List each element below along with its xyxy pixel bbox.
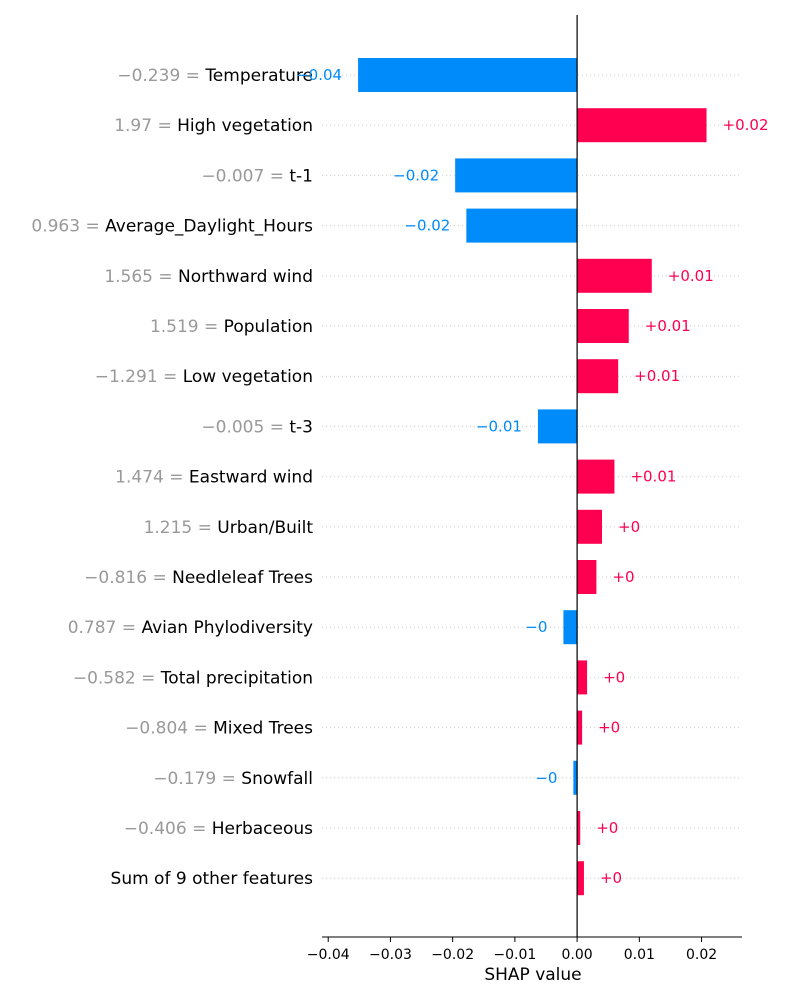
feature-label: 1.519 = Population [150, 317, 313, 337]
bar-value-label: +0 [603, 668, 625, 686]
bar-value-label: +0 [600, 869, 622, 887]
feature-label: −0.816 = Needleleaf Trees [84, 568, 313, 588]
shap-bar [577, 359, 619, 394]
feature-name: Mixed Trees [213, 719, 313, 739]
x-axis-title: SHAP value [484, 965, 581, 985]
feature-label: −1.291 = Low vegetation [95, 367, 313, 387]
shap-bar [455, 158, 578, 193]
shap-bar [466, 208, 578, 243]
bar-value-label: +0 [612, 568, 634, 586]
shap-bar [577, 258, 652, 293]
feature-name: Population [224, 317, 313, 337]
feature-name: Total precipitation [160, 668, 313, 688]
shap-bar [563, 610, 578, 645]
shap-bar [577, 560, 597, 594]
feature-name: t-1 [289, 166, 313, 186]
row-guides [322, 74, 742, 879]
shap-bar [577, 811, 581, 845]
feature-label: −0.007 = t-1 [201, 166, 313, 186]
bar-value-label: −0 [535, 769, 557, 787]
feature-label: 1.474 = Eastward wind [115, 468, 313, 488]
feature-name: Northward wind [178, 267, 313, 287]
feature-label: 1.215 = Urban/Built [144, 518, 314, 538]
shap-bar [577, 710, 583, 745]
x-tick-label: −0.03 [369, 947, 412, 963]
shap-bar [577, 108, 707, 143]
feature-name: t-3 [289, 417, 313, 437]
feature-value: 1.565 = [104, 267, 178, 287]
feature-value: 0.963 = [31, 217, 105, 237]
bar-value-label: −0.02 [404, 217, 450, 235]
feature-name: Herbaceous [212, 819, 313, 839]
feature-name: High vegetation [177, 116, 313, 136]
feature-label: −0.239 = Temperature [117, 66, 313, 86]
bars [358, 58, 707, 896]
bar-value-labels: −0.04 +0.02 −0.02 −0.02 +0.01 +0.01 +0.01 −0.01… [296, 66, 768, 887]
bar-value-label: −0 [525, 618, 547, 636]
shap-bar [577, 459, 615, 494]
bar-value-label: +0.01 [630, 468, 676, 486]
shap-bar [577, 509, 602, 544]
feature-name: Average_Daylight_Hours [105, 217, 313, 237]
shap-bar [577, 660, 588, 695]
feature-name: Snowfall [241, 769, 313, 789]
feature-value: −0.239 = [117, 66, 205, 86]
feature-value: −0.179 = [153, 769, 241, 789]
bar-value-label: +0 [598, 719, 620, 737]
x-tick-label: −0.04 [307, 947, 350, 963]
feature-label: 0.963 = Average_Daylight_Hours [31, 217, 313, 237]
feature-value: −0.582 = [73, 668, 161, 688]
x-tick-label: −0.02 [431, 947, 474, 963]
feature-name: Temperature [204, 66, 313, 86]
bar-value-label: −0.04 [296, 66, 342, 84]
feature-value: 1.97 = [114, 116, 177, 136]
feature-label: −0.804 = Mixed Trees [125, 719, 313, 739]
feature-label: −0.406 = Herbaceous [124, 819, 313, 839]
feature-value: −0.007 = [201, 166, 289, 186]
feature-labels: −0.239 = Temperature 1.97 = High vegetati… [31, 66, 313, 889]
bar-value-label: +0 [596, 819, 618, 837]
feature-name: Avian Phylodiversity [141, 618, 313, 638]
bar-value-label: −0.01 [476, 417, 522, 435]
feature-label: −0.005 = t-3 [201, 417, 313, 437]
feature-name: Needleleaf Trees [172, 568, 313, 588]
feature-name: Eastward wind [189, 468, 313, 488]
bar-value-label: −0.02 [393, 166, 439, 184]
bar-value-label: +0.01 [668, 267, 714, 285]
feature-label: −0.582 = Total precipitation [73, 668, 313, 688]
shap-bar [358, 58, 578, 92]
shap-bar [537, 409, 578, 444]
shap-bar [577, 309, 629, 343]
feature-value: 1.474 = [115, 468, 189, 488]
feature-name: Urban/Built [217, 518, 313, 538]
feature-value: −0.804 = [125, 719, 213, 739]
x-tick-label: 0.00 [562, 947, 593, 963]
feature-label: 1.97 = High vegetation [114, 116, 313, 136]
x-tick-label: 0.01 [624, 947, 655, 963]
x-tick-label: 0.02 [686, 947, 717, 963]
feature-value: −0.005 = [201, 417, 289, 437]
feature-value: 1.215 = [144, 518, 218, 538]
feature-label: 1.565 = Northward wind [104, 267, 313, 287]
bar-value-label: +0.01 [645, 317, 691, 335]
feature-label: Sum of 9 other features [111, 869, 314, 889]
feature-name: Low vegetation [183, 367, 313, 387]
feature-value: 0.787 = [68, 618, 142, 638]
feature-label: 0.787 = Avian Phylodiversity [68, 618, 313, 638]
feature-label: −0.179 = Snowfall [153, 769, 313, 789]
bar-value-label: +0.02 [723, 116, 769, 134]
shap-bar [573, 760, 578, 795]
feature-value: 1.519 = [150, 317, 224, 337]
feature-value: −0.816 = [84, 568, 172, 588]
shap-bar [577, 861, 584, 896]
x-tick-label: −0.01 [493, 947, 536, 963]
bar-value-label: +0 [618, 518, 640, 536]
feature-name: Sum of 9 other features [111, 869, 314, 889]
feature-value: −1.291 = [95, 367, 183, 387]
bar-value-label: +0.01 [634, 367, 680, 385]
x-axis: SHAP value −0.04 −0.03 −0.02 −0.01 0.00 0.01 0… [307, 936, 742, 985]
feature-value: −0.406 = [124, 819, 212, 839]
